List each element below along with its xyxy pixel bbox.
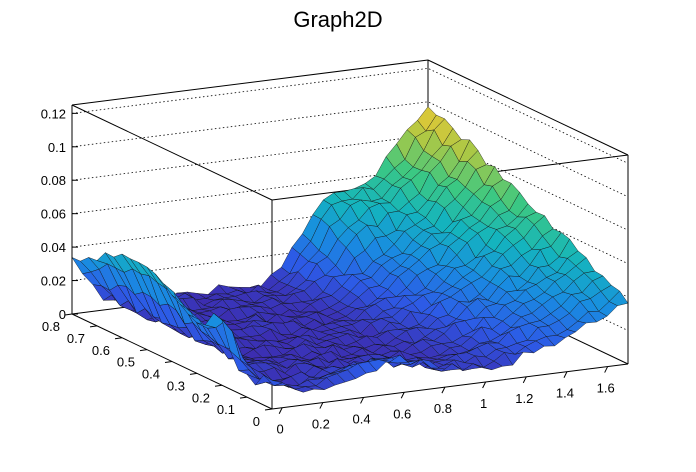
z-tick-label: 0.04	[41, 240, 66, 255]
x-axis-line	[271, 363, 629, 410]
tick-labels: 0 0.2 0.4 0.6 0.8 1 1.2 1.4 1.6 0 0.1 0.2 0.3 0.4 0.5 0…	[41, 106, 615, 436]
x-tick	[360, 397, 364, 404]
z-tick-label: 0.12	[41, 106, 66, 121]
y-tick	[264, 408, 273, 411]
y-tick-label: 0.8	[42, 319, 60, 334]
y-tick	[189, 372, 198, 375]
right-top-edge	[427, 59, 629, 156]
z-tick-label: 0	[59, 307, 66, 322]
x-tick-label: 0	[277, 422, 284, 437]
y-tick-label: 0.6	[92, 343, 110, 358]
x-tick-label: 1.4	[556, 386, 574, 401]
x-tick	[482, 381, 487, 389]
y-tick	[139, 349, 148, 352]
x-tick-label: 0.6	[393, 406, 411, 421]
y-tick-label: 0	[253, 414, 260, 429]
z-tick-label: 0.1	[48, 140, 66, 155]
y-tick-label: 0.4	[142, 367, 160, 382]
y-tick	[89, 325, 98, 328]
x-tick	[604, 366, 609, 373]
x-tick	[278, 407, 283, 414]
z-tick-label: 0.02	[41, 274, 66, 289]
x-tick	[563, 371, 568, 378]
x-tick-label: 0.8	[434, 401, 452, 416]
y-tick-label: 0.2	[192, 390, 210, 405]
y-tick-label: 0.1	[217, 402, 235, 417]
front-axes	[64, 105, 629, 414]
chart-title: Graph2D	[293, 7, 382, 32]
x-tick	[319, 402, 324, 409]
x-tick-label: 1.6	[597, 381, 615, 396]
z-gridline	[71, 101, 629, 198]
x-tick	[441, 386, 446, 394]
y-tick	[164, 361, 173, 363]
left-top-edge	[71, 104, 273, 201]
y-tick-label: 0.7	[67, 331, 85, 346]
x-tick-label: 1.2	[515, 391, 533, 406]
x-tick	[522, 376, 527, 384]
y-tick	[239, 396, 248, 399]
x-tick-label: 0.4	[353, 411, 371, 426]
z-tick-label: 0.08	[41, 173, 66, 188]
x-tick-label: 1	[480, 396, 487, 411]
x-tick-label: 0.2	[312, 417, 330, 432]
y-tick-label: 0.5	[117, 355, 135, 370]
x-tick	[400, 392, 405, 399]
z-tick-label: 0.06	[41, 207, 66, 222]
y-tick-label: 0.3	[167, 378, 185, 393]
y-tick	[114, 337, 123, 340]
y-tick	[214, 384, 223, 387]
y-tick	[64, 313, 73, 316]
surface-mesh	[71, 106, 629, 393]
surface-cell	[608, 290, 629, 306]
back-top-edge	[71, 59, 429, 106]
